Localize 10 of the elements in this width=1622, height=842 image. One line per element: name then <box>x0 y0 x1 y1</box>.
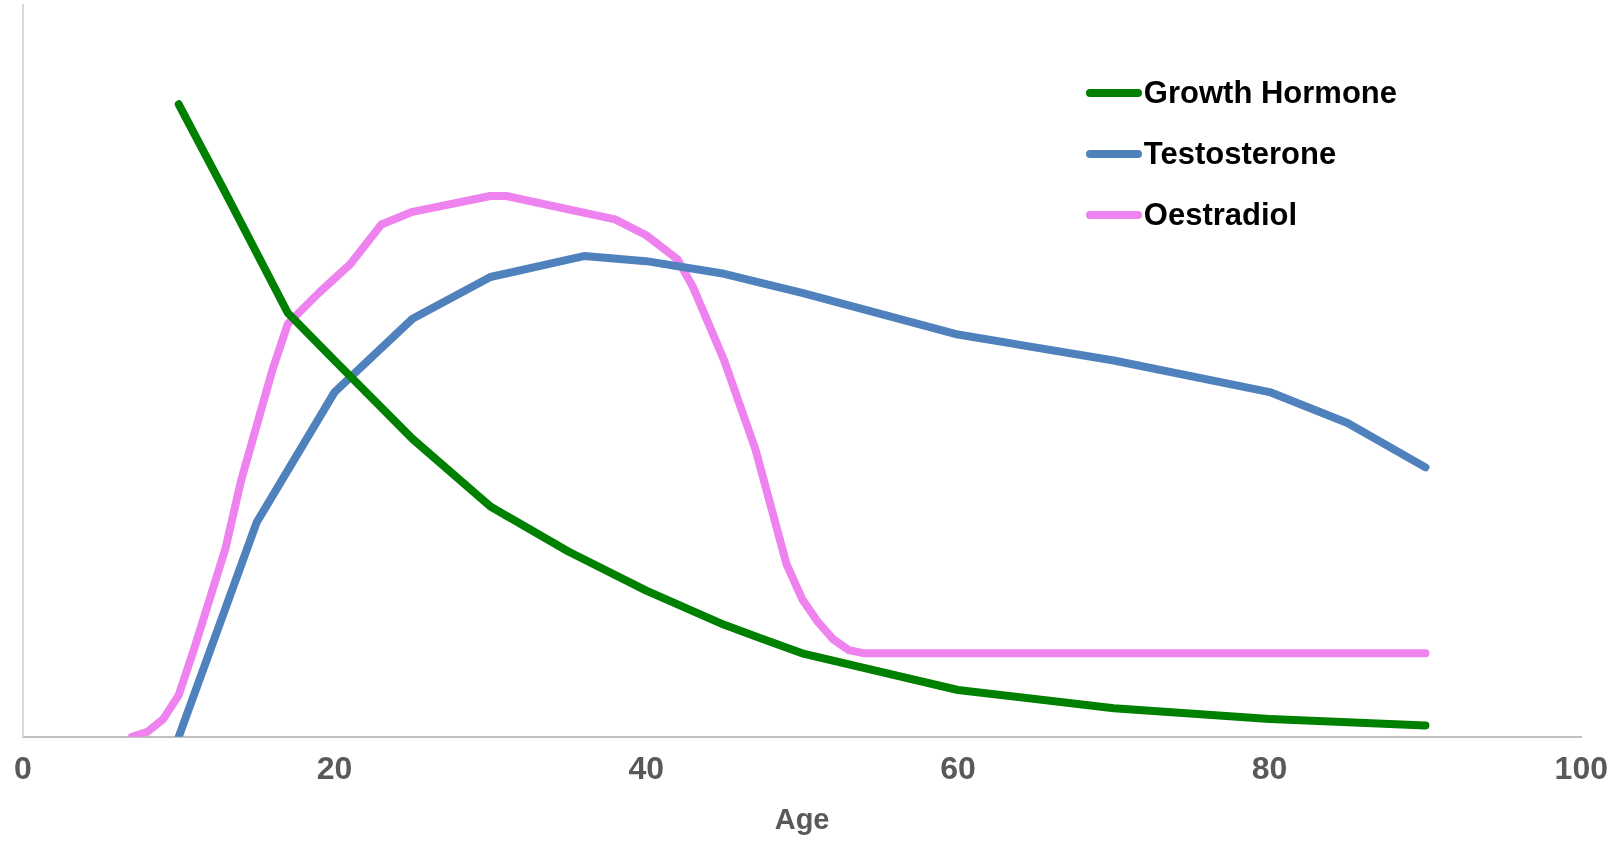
x-tick-label: 60 <box>940 749 976 786</box>
x-tick-label: 0 <box>14 749 32 786</box>
x-tick-label: 20 <box>316 749 353 786</box>
x-tick-label: 40 <box>628 749 665 786</box>
x-tick-label: 100 <box>1554 749 1608 786</box>
legend-label: Growth Hormone <box>1143 74 1397 111</box>
legend-label: Testosterone <box>1143 135 1337 172</box>
legend-label: Oestradiol <box>1143 196 1298 233</box>
x-axis-title: Age <box>774 802 830 835</box>
x-tick-label: 80 <box>1251 749 1288 786</box>
